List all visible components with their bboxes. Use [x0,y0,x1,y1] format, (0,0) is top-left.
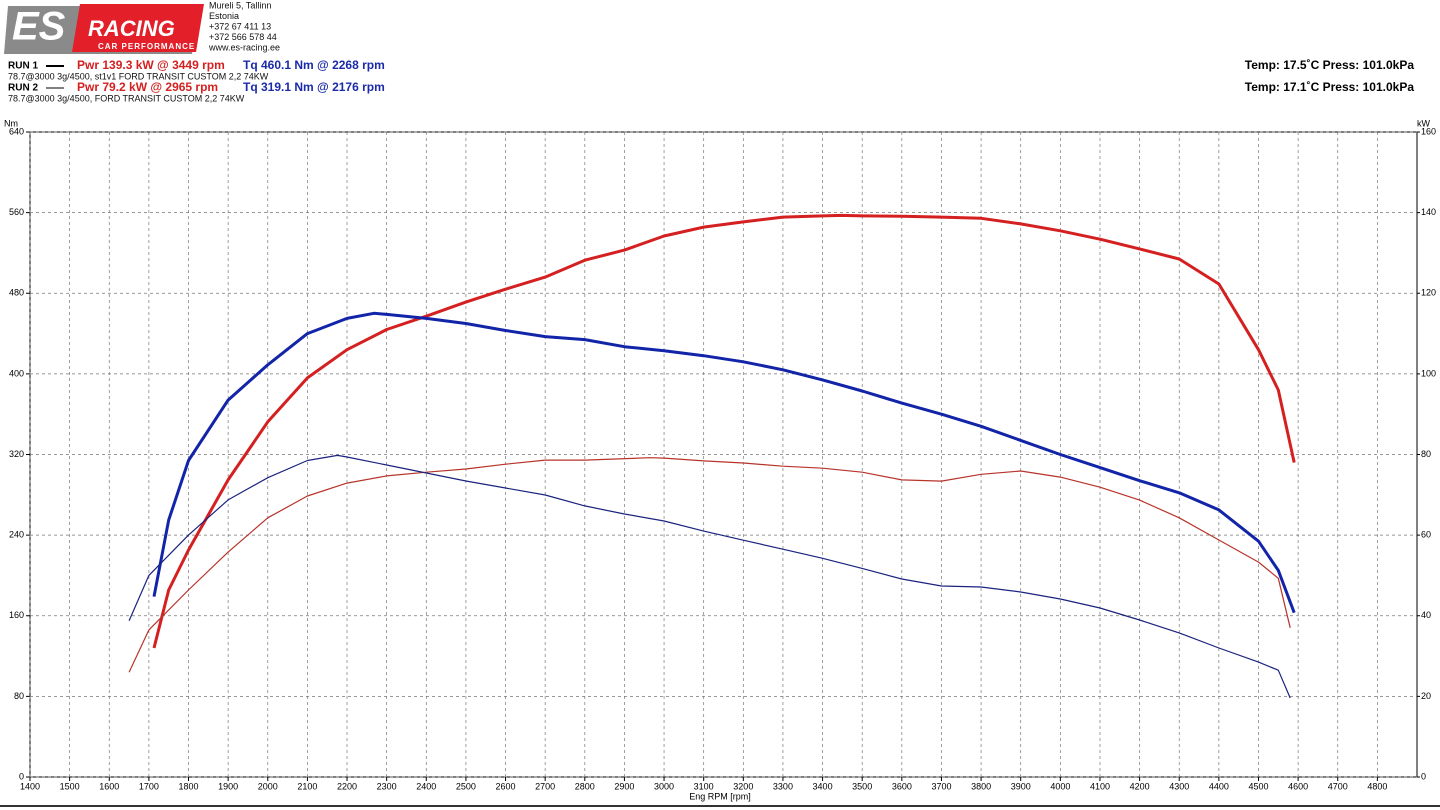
y2-axis-label: kW [1417,118,1431,128]
x-tick-label: 4600 [1288,781,1308,791]
address-line: Mureli 5, Tallinn [209,0,271,10]
curve [152,213,1296,649]
x-tick-label: 1700 [139,781,159,791]
x-tick-label: 3800 [971,781,991,791]
y2-tick-label: 40 [1421,610,1431,620]
x-tick-label: 3600 [892,781,912,791]
x-tick-label: 3700 [931,781,951,791]
x-tick-label: 1600 [99,781,119,791]
plot-frame [29,131,1418,778]
y-tick-label: 320 [9,449,24,459]
x-tick-label: 4100 [1090,781,1110,791]
x-tick-label: 1400 [20,781,40,791]
y-tick-label: 0 [19,771,24,781]
logo-red [72,4,204,52]
y-tick-label: 240 [9,530,24,540]
x-axis-label: Eng RPM [rpm] [689,791,751,801]
curve [128,454,1291,699]
x-tick-label: 3500 [852,781,872,791]
y-tick-label: 560 [9,207,24,217]
x-tick-label: 4500 [1248,781,1268,791]
x-tick-label: 2700 [535,781,555,791]
x-tick-label: 3200 [733,781,753,791]
logo-name: RACING [88,16,175,41]
x-tick-label: 4400 [1209,781,1229,791]
run-env: Temp: 17.5˚C Press: 101.0kPa [1245,58,1415,72]
x-tick-label: 2200 [337,781,357,791]
run-label: RUN 1 [8,61,38,72]
y2-tick-label: 20 [1421,691,1431,701]
address-line: +372 566 578 44 [209,32,277,42]
y-tick-label: 160 [9,610,24,620]
address-line: Estonia [209,11,239,21]
y-tick-label: 80 [14,691,24,701]
x-tick-label: 3100 [694,781,714,791]
x-tick-label: 2900 [614,781,634,791]
x-tick-label: 3900 [1011,781,1031,791]
y-tick-label: 640 [9,126,24,136]
curve [152,311,1296,614]
x-tick-label: 2100 [297,781,317,791]
x-tick-label: 1800 [178,781,198,791]
address-line: www.es-racing.ee [208,42,280,52]
y-tick-label: 400 [9,368,24,378]
run-torque: Tq 319.1 Nm @ 2176 rpm [243,80,385,94]
y2-tick-label: 120 [1421,288,1436,298]
x-tick-label: 3400 [813,781,833,791]
run-env: Temp: 17.1˚C Press: 101.0kPa [1245,80,1415,94]
x-tick-label: 1500 [60,781,80,791]
run-power: Pwr 139.3 kW @ 3449 rpm [77,58,225,72]
address-line: +372 67 411 13 [209,21,271,31]
x-tick-label: 2600 [496,781,516,791]
x-tick-label: 4300 [1169,781,1189,791]
y-axis-label: Nm [4,118,18,128]
x-tick-label: 2500 [456,781,476,791]
run-power: Pwr 79.2 kW @ 2965 rpm [77,80,218,94]
y2-tick-label: 140 [1421,207,1436,217]
x-tick-label: 4700 [1328,781,1348,791]
y2-tick-label: 160 [1421,126,1436,136]
x-tick-label: 3300 [773,781,793,791]
logo-brand: ES [12,5,66,49]
x-tick-label: 1900 [218,781,238,791]
curve [128,457,1291,673]
y-tick-label: 480 [9,288,24,298]
x-tick-label: 3000 [654,781,674,791]
x-tick-label: 2800 [575,781,595,791]
y2-tick-label: 80 [1421,449,1431,459]
run-label: RUN 2 [8,83,38,94]
x-tick-label: 2000 [258,781,278,791]
x-tick-label: 4800 [1367,781,1387,791]
y2-tick-label: 100 [1421,368,1436,378]
run-desc: 78.7@3000 3g/4500, FORD TRANSIT CUSTOM 2… [8,93,245,103]
run-torque: Tq 460.1 Nm @ 2268 rpm [243,58,385,72]
x-tick-label: 4200 [1130,781,1150,791]
y2-tick-label: 60 [1421,530,1431,540]
y2-tick-label: 0 [1421,771,1426,781]
run-desc: 78.7@3000 3g/4500, st1v1 FORD TRANSIT CU… [8,71,269,81]
x-tick-label: 4000 [1050,781,1070,791]
logo: ES RACING CAR PERFORMANCE [4,4,204,54]
logo-tagline: CAR PERFORMANCE [98,42,195,51]
x-tick-label: 2400 [416,781,436,791]
x-tick-label: 2300 [377,781,397,791]
